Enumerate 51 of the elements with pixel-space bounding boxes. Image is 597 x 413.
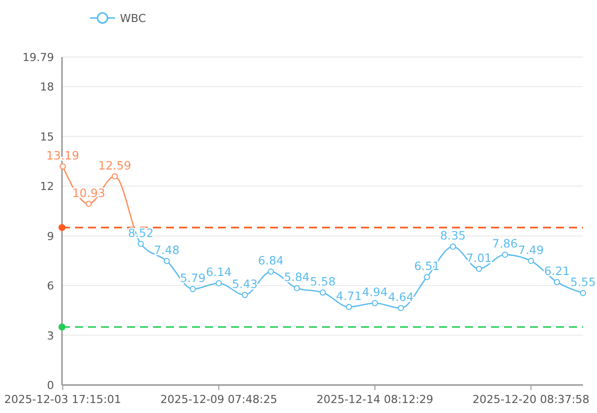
point [554, 278, 560, 286]
data-label: 5.58 [310, 274, 336, 289]
y-tick-label: 9 [47, 230, 54, 243]
point [164, 258, 170, 264]
y-tick-label: 15 [40, 130, 54, 144]
data-label: 4.64 [388, 290, 414, 304]
y-tick-label: 18 [40, 80, 54, 94]
data-label: 7.48 [154, 243, 180, 258]
data-label: 7.86 [492, 236, 518, 251]
point [346, 304, 352, 310]
data-label: 5.55 [570, 275, 596, 290]
point [216, 280, 222, 286]
point [450, 244, 456, 250]
point [294, 285, 300, 292]
legend-label: WBC [120, 12, 146, 25]
point [86, 200, 92, 207]
data-label: 6.14 [206, 265, 232, 280]
point [476, 266, 482, 272]
point [398, 304, 404, 312]
y-tick-label: 0 [47, 379, 54, 392]
data-label: 5.79 [180, 271, 206, 286]
point [112, 173, 118, 180]
point [528, 258, 534, 264]
point [60, 163, 66, 170]
data-label: 8.35 [440, 228, 466, 243]
point [268, 268, 274, 275]
point [502, 252, 508, 258]
y-tick-label: 12 [40, 180, 54, 194]
point [190, 286, 196, 292]
point [372, 300, 378, 306]
y-tick-label: 3 [47, 329, 54, 342]
data-label: 5.84 [284, 270, 310, 284]
data-label: 4.94 [362, 285, 388, 300]
point [320, 289, 326, 296]
data-label: 12.59 [98, 158, 132, 172]
point [138, 240, 144, 247]
data-label: 6.84 [258, 254, 284, 268]
data-label: 7.49 [518, 242, 544, 257]
data-label: 4.71 [336, 288, 362, 303]
x-tick-label: 2025-12-14 08:12:29 [316, 393, 434, 406]
data-label: 7.01 [466, 250, 492, 265]
y-tick-label: 19.79 [22, 51, 54, 64]
x-tick-label: 2025-12-03 17:15:01 [4, 393, 122, 406]
data-label: 5.43 [232, 277, 258, 292]
y-tick-label: 6 [47, 280, 54, 293]
point [242, 292, 248, 298]
point [580, 290, 586, 296]
point [424, 274, 430, 280]
x-tick-label: 2025-12-09 07:48:25 [160, 393, 278, 406]
x-tick-label: 2025-12-20 08:37:58 [472, 393, 590, 406]
data-label: 6.21 [544, 264, 570, 278]
